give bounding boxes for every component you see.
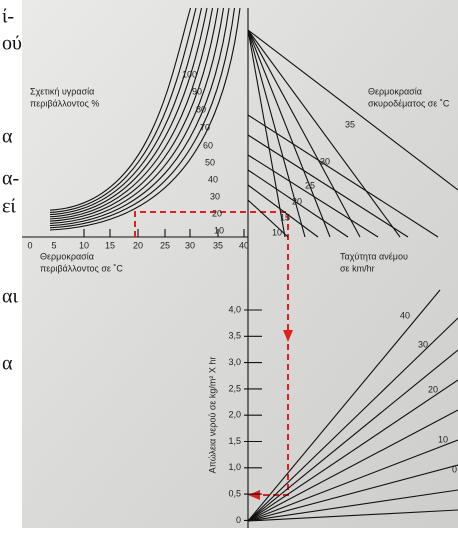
humidity-title: περιβάλλοντος % [30,98,99,108]
loss-tick-label: 1,5 [228,436,241,446]
temp-tick-label: 25 [160,240,170,250]
nomograph: ί-ούαα-είαια100908070605040302010Σχετική… [0,0,458,528]
temp-tick-label: 0 [27,240,32,250]
side-text: εί [2,196,16,218]
humidity-label: 30 [210,191,220,201]
temp-tick-label: 15 [105,240,115,250]
side-text: ού [2,33,22,55]
loss-tick-label: 4,0 [228,304,241,314]
concrete-label: 20 [292,196,302,206]
loss-axis-title: Απώλεια νερού σε kg/m² X hr [207,357,217,474]
text-margin [0,0,22,528]
loss-tick-label: 0 [236,515,241,525]
concrete-title: σκυροδέματος σε ˚C [368,98,450,108]
wind-label: 40 [400,310,410,320]
wind-title: σε km/hr [340,263,375,273]
humidity-label: 50 [205,157,215,167]
wind-label: 10 [438,434,448,444]
concrete-title: Θερμοκρασία [368,86,422,96]
air-temp-title: περιβάλλοντος σε ˚C [40,263,123,273]
side-text: ί- [2,6,14,28]
side-text: α- [2,168,19,190]
temp-tick-label: 40 [239,240,249,250]
loss-tick-label: 2,5 [228,383,241,393]
loss-tick-label: 2,0 [228,410,241,420]
humidity-label: 40 [208,174,218,184]
loss-tick-label: 3,5 [228,331,241,341]
air-temp-title: Θερμοκρασία [40,251,94,261]
wind-label: 0 [452,464,457,474]
temp-tick-label: 10 [79,240,89,250]
concrete-label: 35 [345,119,355,129]
temp-tick-label: 35 [213,240,223,250]
concrete-label: 10 [272,227,282,237]
wind-label: 30 [418,339,428,349]
humidity-label: 70 [200,122,210,132]
side-text: α [2,126,13,148]
wind-title: Ταχύτητα ανέμου [340,251,408,261]
side-text: αι [2,286,18,308]
side-text: α [2,353,13,375]
concrete-label: 15 [280,212,290,222]
loss-tick-label: 0,5 [228,488,241,498]
wind-label: 20 [428,384,438,394]
temp-tick-label: 20 [133,240,143,250]
humidity-title: Σχετική υγρασία [30,86,94,96]
humidity-label: 80 [196,104,206,114]
humidity-label: 100 [182,69,197,79]
humidity-label: 20 [212,208,222,218]
loss-tick-label: 3,0 [228,357,241,367]
humidity-label: 90 [192,86,202,96]
temp-tick-label: 5 [51,240,56,250]
temp-tick-label: 30 [185,240,195,250]
humidity-label: 60 [203,140,213,150]
humidity-label: 10 [214,225,224,235]
loss-tick-label: 1,0 [228,462,241,472]
concrete-label: 30 [320,156,330,166]
concrete-label: 25 [305,180,315,190]
